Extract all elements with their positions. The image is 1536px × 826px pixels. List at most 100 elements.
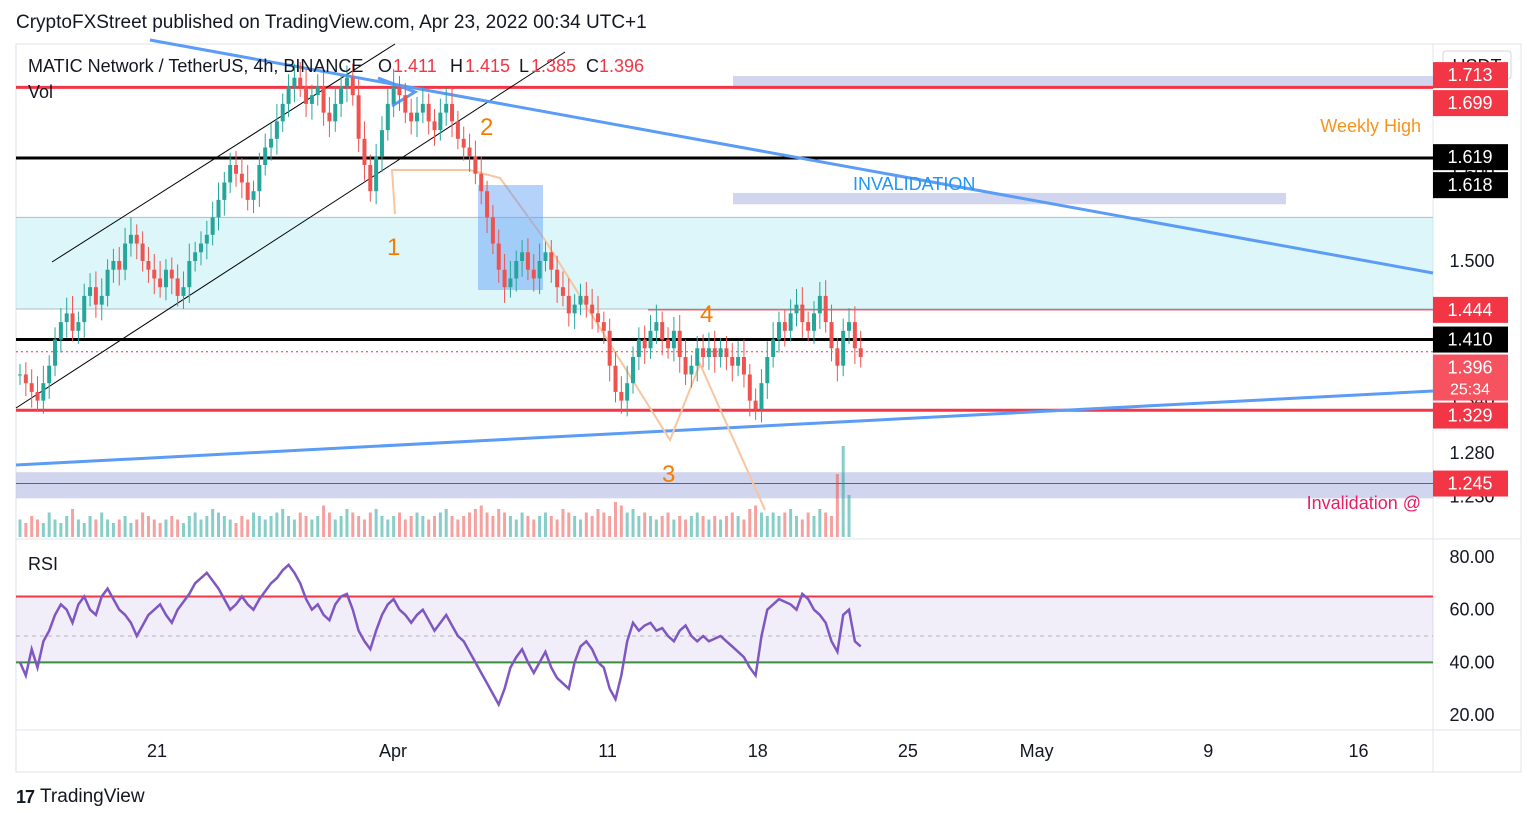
volume-bar [357,516,361,537]
candle-body [228,165,233,183]
volume-bar [333,519,337,537]
volume-bar [415,512,419,537]
wave-path [390,169,766,511]
candle-body [461,138,466,148]
time-tick-label: May [1020,741,1054,761]
volume-bar [783,512,787,537]
invalidation-label: INVALIDATION [853,174,975,194]
volume-bar [835,474,839,537]
candle-body [595,313,600,323]
price-tick-label: 1.280 [1449,443,1494,463]
volume-bar [538,516,542,537]
candle-body [829,322,834,349]
candle-body [23,374,28,384]
volume-bar [351,512,355,537]
candle-body [741,357,746,375]
rsi-line [18,563,862,708]
candle-body [677,330,682,357]
candle-body [636,339,641,357]
time-tick-label: Apr [379,741,407,761]
candle-body [274,121,279,139]
candle-body [438,112,443,131]
ohlc-c-value: 1.396 [599,56,644,76]
volume-bar [269,516,273,537]
volume-bar [234,523,238,537]
volume-bar [53,519,57,537]
candle-body [210,217,215,235]
candle-body [584,295,589,305]
publisher-line: CryptoFXStreet published on TradingView.… [16,12,647,33]
candle-body [356,95,361,139]
candle-body [18,374,22,376]
candle-body [485,191,490,218]
volume-bar [433,516,437,537]
volume-bar [368,512,372,537]
volume-bar [82,523,86,537]
volume-bar [246,519,250,537]
candle-body [280,103,285,122]
volume-bar [444,509,448,537]
candle-body [134,234,139,244]
volume-bar [193,512,197,537]
vol-label: Vol [28,82,53,102]
volume-bar [106,519,110,537]
candle-body [525,252,530,270]
price-tag-text: 1.444 [1447,300,1492,320]
volume-bar [263,519,267,537]
candle-body [479,173,484,192]
ohlc-h-value: 1.415 [465,56,510,76]
candle-body [181,287,186,296]
volume-bar [637,516,641,537]
candle-body [327,112,332,122]
volume-bar [374,509,378,537]
tradingview-logo[interactable]: 17 TradingView [16,786,145,808]
candle-body [782,322,787,331]
candle-body [222,182,227,200]
candle-body [771,339,776,357]
volume-bar [281,509,285,537]
ohlc-l-value: 1.385 [531,56,576,76]
volume-bar [771,512,775,537]
candle-body [759,383,764,410]
candle-body [455,121,460,139]
candle-body [251,191,256,200]
ohlc-o-label: O [378,56,392,76]
candle-body [812,313,817,331]
candle-body [257,165,262,192]
volume-bar [742,519,746,537]
candle-body [374,156,379,192]
volume-bar [841,446,845,537]
candle-body [706,348,711,357]
candle-body [76,322,81,331]
price-tag [1433,402,1508,429]
candle-body [415,112,420,122]
volume-bar [380,516,384,537]
candle-body [234,165,239,174]
volume-bar [18,519,22,537]
candle-body [660,322,665,340]
volume-bar [304,516,308,537]
wave-label-3: 3 [662,461,675,488]
candle-body [502,269,507,288]
volume-bar [736,516,740,537]
candle-body [88,287,93,296]
candle-body [53,339,58,366]
volume-bar [491,516,495,537]
volume-bar [730,512,734,537]
volume-bar [777,516,781,537]
volume-bar [497,509,501,537]
candle-body [765,357,770,384]
price-tag [1433,90,1508,117]
price-tag [1433,144,1508,171]
volume-bar [631,509,635,537]
candle-body [444,103,449,113]
volume-bar [187,516,191,537]
volume-bar [403,519,407,537]
candle-body [590,304,595,314]
volume-bar [713,516,717,537]
time-axis: 21 Apr 11 18 25 May 9 16 [147,741,1368,761]
candle-body [58,322,63,340]
candle-body [806,322,811,331]
volume-bar [654,519,658,537]
